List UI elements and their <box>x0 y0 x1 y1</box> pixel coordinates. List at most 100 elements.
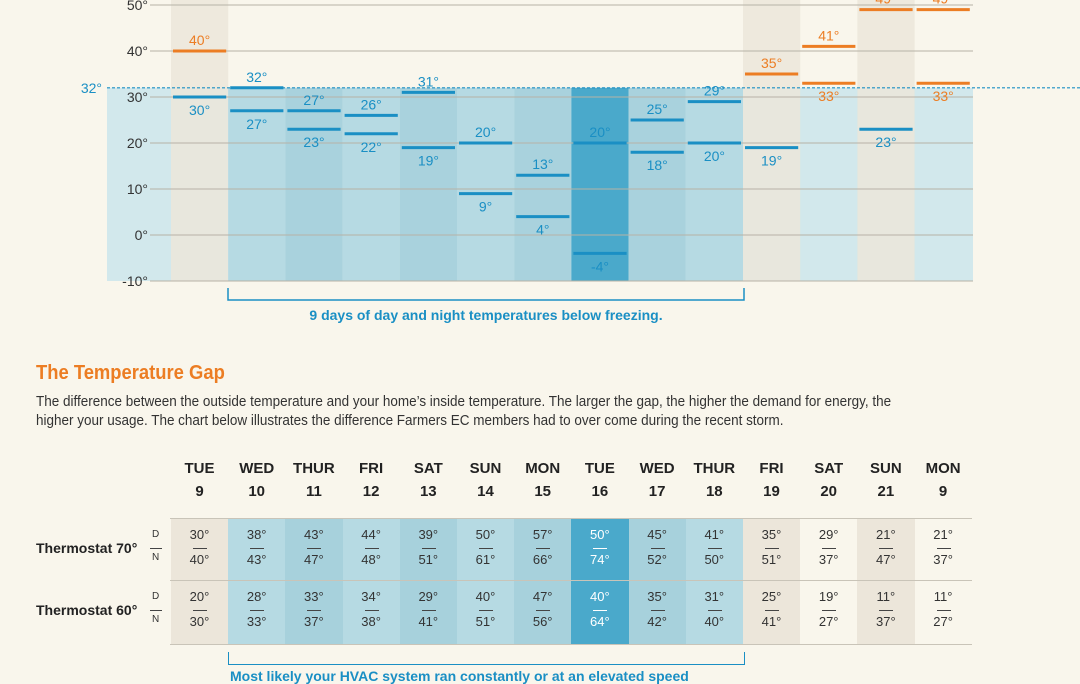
night-value: 40° <box>189 552 210 567</box>
row-label: Thermostat 70° <box>36 540 138 556</box>
cell-divider <box>650 610 665 611</box>
cell-divider <box>421 548 436 549</box>
y-tick-label: 50° <box>127 0 148 13</box>
column-header: WED 10 <box>228 457 285 503</box>
column-date: 11 <box>305 483 322 500</box>
column-date: 21 <box>877 483 895 500</box>
day-value: 50° <box>475 527 496 542</box>
column-date: 14 <box>477 483 494 500</box>
high-temp-label: 20° <box>475 124 496 140</box>
column-day: SAT <box>413 460 443 477</box>
cell-divider <box>307 610 322 611</box>
table-column-bg <box>685 518 743 644</box>
column-day: THUR <box>293 460 335 477</box>
day-value: 40° <box>590 589 610 604</box>
day-column <box>342 87 400 281</box>
night-value: 66° <box>532 552 553 567</box>
cell-divider <box>707 548 722 549</box>
day-value: 39° <box>418 527 439 542</box>
cell-divider <box>707 610 722 611</box>
table-column-bg <box>571 518 629 644</box>
table-column-bg <box>228 518 286 644</box>
dn-divider <box>150 548 162 549</box>
night-value: 42° <box>647 614 667 629</box>
night-value: 37° <box>933 552 953 567</box>
low-temp-label: 9° <box>479 199 492 215</box>
column-date: 17 <box>648 483 666 500</box>
day-column <box>285 87 343 281</box>
low-temp-label: 20° <box>704 148 725 164</box>
column-day: FRI <box>759 460 784 477</box>
table-column-bg <box>514 518 572 644</box>
table-divider <box>170 518 972 519</box>
cell-divider <box>765 610 779 611</box>
column-header: MON 9 <box>915 457 972 503</box>
day-value: 43° <box>304 527 324 542</box>
table-column-bg <box>342 518 400 644</box>
day-marker: D <box>152 529 160 540</box>
y-tick-label: 0° <box>135 227 148 243</box>
column-date: 10 <box>248 483 266 500</box>
cell-divider <box>193 610 207 611</box>
low-temp-label: 4° <box>536 222 549 238</box>
night-value: 50° <box>704 552 725 567</box>
bottom-note: Most likely your HVAC system ran constan… <box>230 668 689 684</box>
day-value: 31° <box>704 589 725 604</box>
night-value: 27° <box>818 614 839 629</box>
low-temp-label: 23° <box>875 134 896 150</box>
low-temp-label: 23° <box>303 134 324 150</box>
column-date: 9 <box>938 483 948 500</box>
table-divider <box>170 644 972 645</box>
high-temp-label: 49° <box>875 0 896 7</box>
high-temp-label: 20° <box>589 124 610 140</box>
day-column <box>514 87 572 281</box>
table-column-bg <box>285 518 343 644</box>
day-value: 57° <box>532 527 553 542</box>
night-marker: N <box>152 552 160 563</box>
high-temp-label: 32° <box>246 69 267 85</box>
column-header: THUR 18 <box>686 457 743 503</box>
column-day: FRI <box>359 460 384 477</box>
day-value: 35° <box>647 589 667 604</box>
day-value: 11° <box>933 589 953 604</box>
cell-divider <box>250 610 265 611</box>
row-label: Thermostat 60° <box>36 602 138 618</box>
low-temp-label: 19° <box>418 153 439 169</box>
day-value: 33° <box>304 589 324 604</box>
day-value: 41° <box>704 527 725 542</box>
day-value: 35° <box>761 527 782 542</box>
night-value: 51° <box>761 552 782 567</box>
cell-divider <box>593 610 608 611</box>
night-value: 52° <box>647 552 667 567</box>
cell-divider <box>879 610 894 611</box>
cell-divider <box>822 610 837 611</box>
column-header: MON 15 <box>514 457 571 503</box>
night-value: 38° <box>361 614 381 629</box>
cell-divider <box>479 610 493 611</box>
column-date: 18 <box>705 483 723 500</box>
high-temp-label: 13° <box>532 156 553 172</box>
night-value: 37° <box>818 552 839 567</box>
day-value: 11° <box>876 589 896 604</box>
day-column <box>171 0 229 281</box>
column-header: SAT 13 <box>400 457 457 503</box>
night-value: 51° <box>475 614 496 629</box>
freeze-bracket-label: 9 days of day and night temperatures bel… <box>309 307 662 323</box>
night-value: 64° <box>590 614 610 629</box>
y-tick-label: 10° <box>127 181 148 197</box>
low-temp-label: 30° <box>189 102 210 118</box>
night-value: 74° <box>590 552 610 567</box>
day-column <box>457 87 515 281</box>
freeze-bracket <box>227 288 745 301</box>
high-temp-label: 40° <box>189 32 210 48</box>
day-value: 34° <box>361 589 381 604</box>
cell-divider <box>364 548 379 549</box>
day-value: 44° <box>361 527 381 542</box>
column-header: TUE 9 <box>171 457 228 503</box>
y-tick-label: 30° <box>127 89 148 105</box>
low-temp-label: 18° <box>647 157 668 173</box>
low-temp-label: 33° <box>933 88 954 104</box>
column-header: WED 17 <box>629 457 686 503</box>
day-marker: D <box>152 591 160 602</box>
column-day: SAT <box>814 460 844 477</box>
